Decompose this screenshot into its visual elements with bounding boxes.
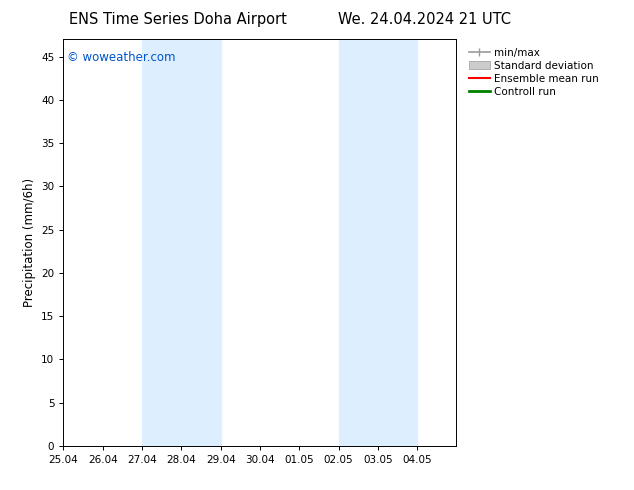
- Bar: [378, 39, 417, 446]
- Text: ENS Time Series Doha Airport: ENS Time Series Doha Airport: [68, 12, 287, 27]
- Text: We. 24.04.2024 21 UTC: We. 24.04.2024 21 UTC: [339, 12, 511, 27]
- Bar: [181, 39, 221, 446]
- Legend: min/max, Standard deviation, Ensemble mean run, Controll run: min/max, Standard deviation, Ensemble me…: [465, 45, 602, 100]
- Bar: [339, 39, 378, 446]
- Bar: [142, 39, 181, 446]
- Y-axis label: Precipitation (mm/6h): Precipitation (mm/6h): [23, 178, 36, 307]
- Text: © woweather.com: © woweather.com: [67, 51, 176, 64]
